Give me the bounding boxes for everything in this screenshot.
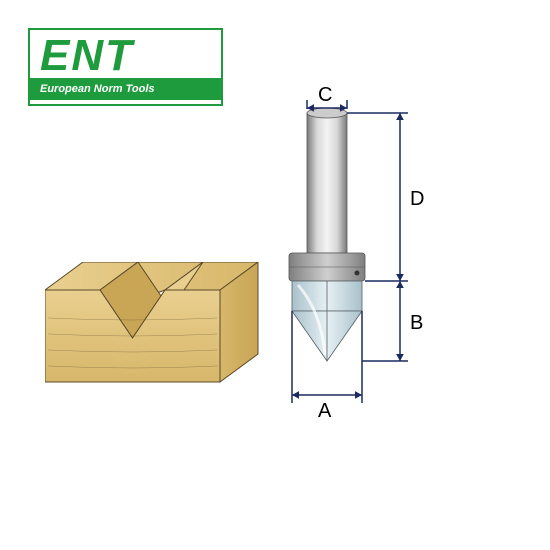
router-bit-diagram: [0, 0, 550, 550]
dim-label-c: C: [318, 84, 332, 107]
dim-label-b: B: [410, 312, 423, 335]
dim-label-a: A: [318, 400, 331, 423]
dim-label-d: D: [410, 188, 424, 211]
